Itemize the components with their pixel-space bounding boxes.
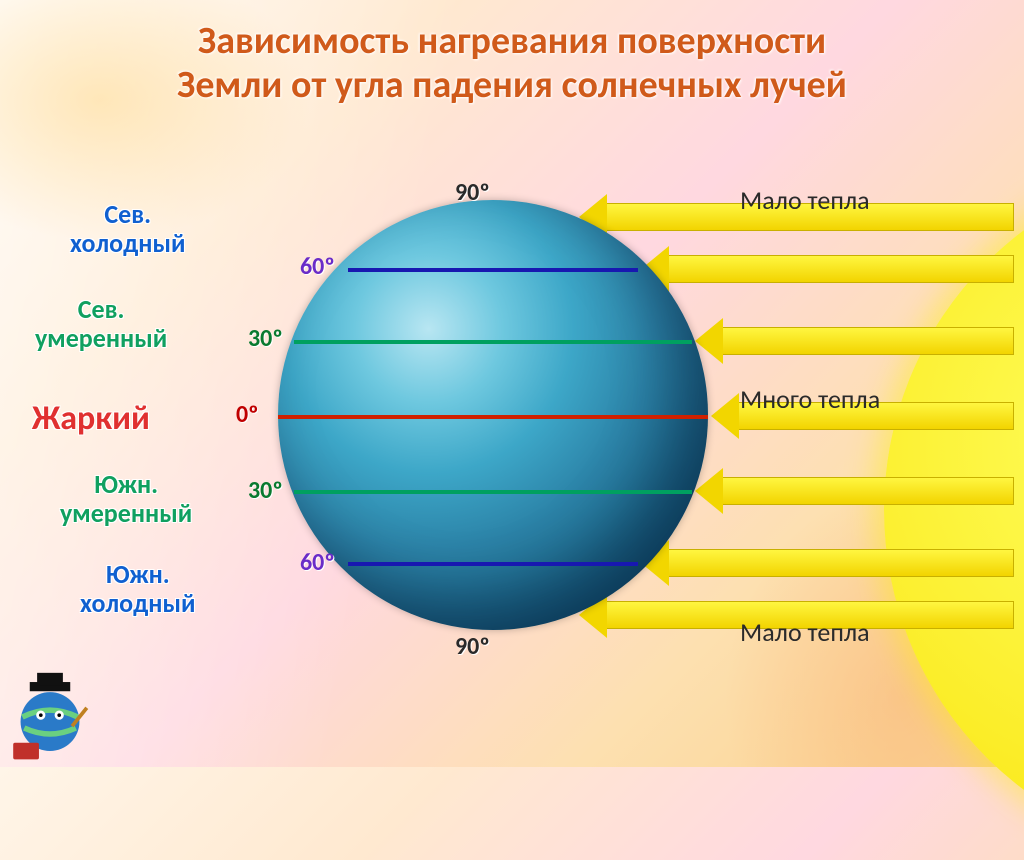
latitude-line [294,340,692,344]
ray-label: Мало тепла [740,184,870,216]
sun-ray [664,255,1014,283]
latitude-line [348,268,638,272]
latitude-line [294,490,692,494]
degree-label: 30º [248,476,283,505]
zone-label: Сев.умеренный [35,295,167,352]
mascot-icon [4,671,96,763]
degree-label: 90º [455,632,490,661]
degree-label: 60º [300,548,335,577]
degree-label: 60º [300,252,335,281]
title-line-2: Земли от угла падения солнечных лучей [177,62,847,108]
zone-label: Сев.холодный [70,200,185,257]
page-title: Зависимость нагревания поверхности Земли… [0,20,1024,107]
latitude-line [348,562,638,566]
ray-label: Много тепла [740,383,880,415]
sun-ray [718,477,1014,505]
degree-label: 30º [248,324,283,353]
title-line-1: Зависимость нагревания поверхности [198,18,826,64]
zone-label: Южн.холодный [80,560,195,617]
ray-label: Мало тепла [740,616,870,648]
sun-ray [664,549,1014,577]
zone-label: Южн.умеренный [60,470,192,527]
zone-label: Жаркий [32,400,150,437]
degree-label: 0º [236,400,259,429]
sun-ray [718,327,1014,355]
degree-label: 90º [455,178,490,207]
latitude-line [278,415,708,419]
